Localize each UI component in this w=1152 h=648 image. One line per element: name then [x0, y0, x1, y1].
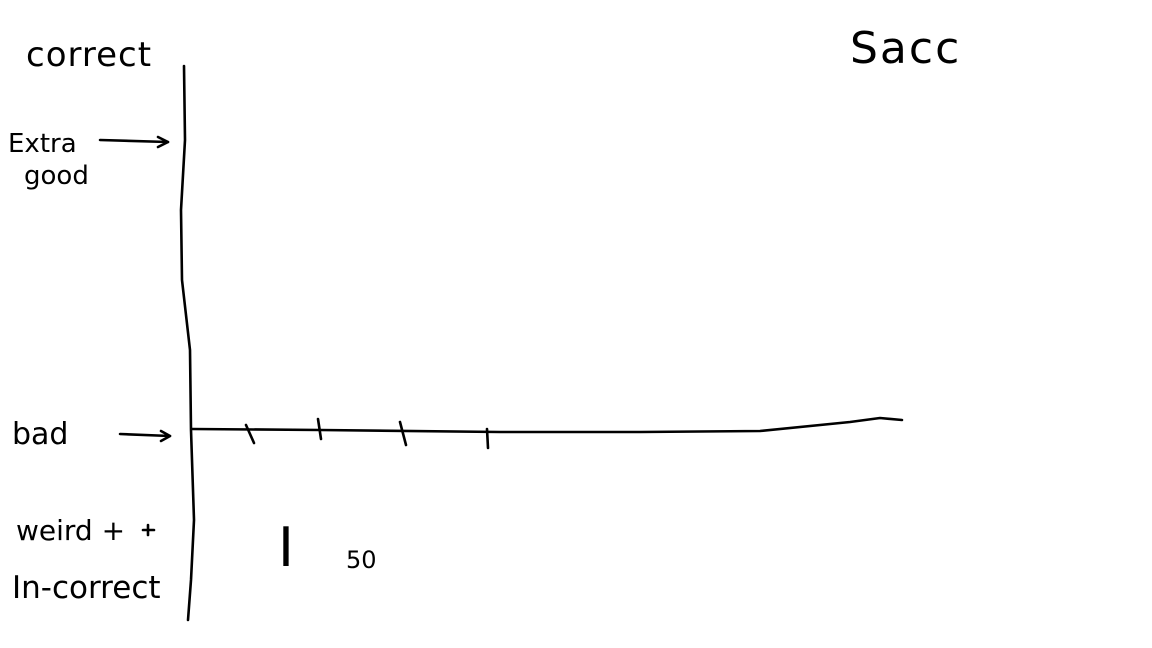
- axis-tick: [485, 427, 490, 450]
- arrow-extra-good: [98, 135, 170, 149]
- horizontal-axis: [190, 416, 904, 434]
- vertical-axis: [179, 64, 196, 622]
- level-bad-label: bad: [12, 417, 68, 452]
- arrow-weird: [141, 523, 156, 537]
- level-extra-label: Extra: [8, 129, 77, 159]
- axis-tick: [316, 417, 323, 441]
- arrow-bad: [118, 429, 172, 443]
- level-good-label: good: [24, 161, 89, 191]
- top-axis-label: correct: [26, 35, 152, 75]
- axis-tick: [244, 423, 256, 445]
- level-weird-label: weird +: [16, 514, 125, 547]
- top-right-label: Sacc: [850, 23, 961, 74]
- x-annotation-sub: 50: [346, 546, 377, 574]
- x-annotation-symbol: I: [278, 516, 294, 579]
- level-incorrect-label: In-correct: [12, 570, 161, 606]
- axis-tick: [398, 420, 408, 447]
